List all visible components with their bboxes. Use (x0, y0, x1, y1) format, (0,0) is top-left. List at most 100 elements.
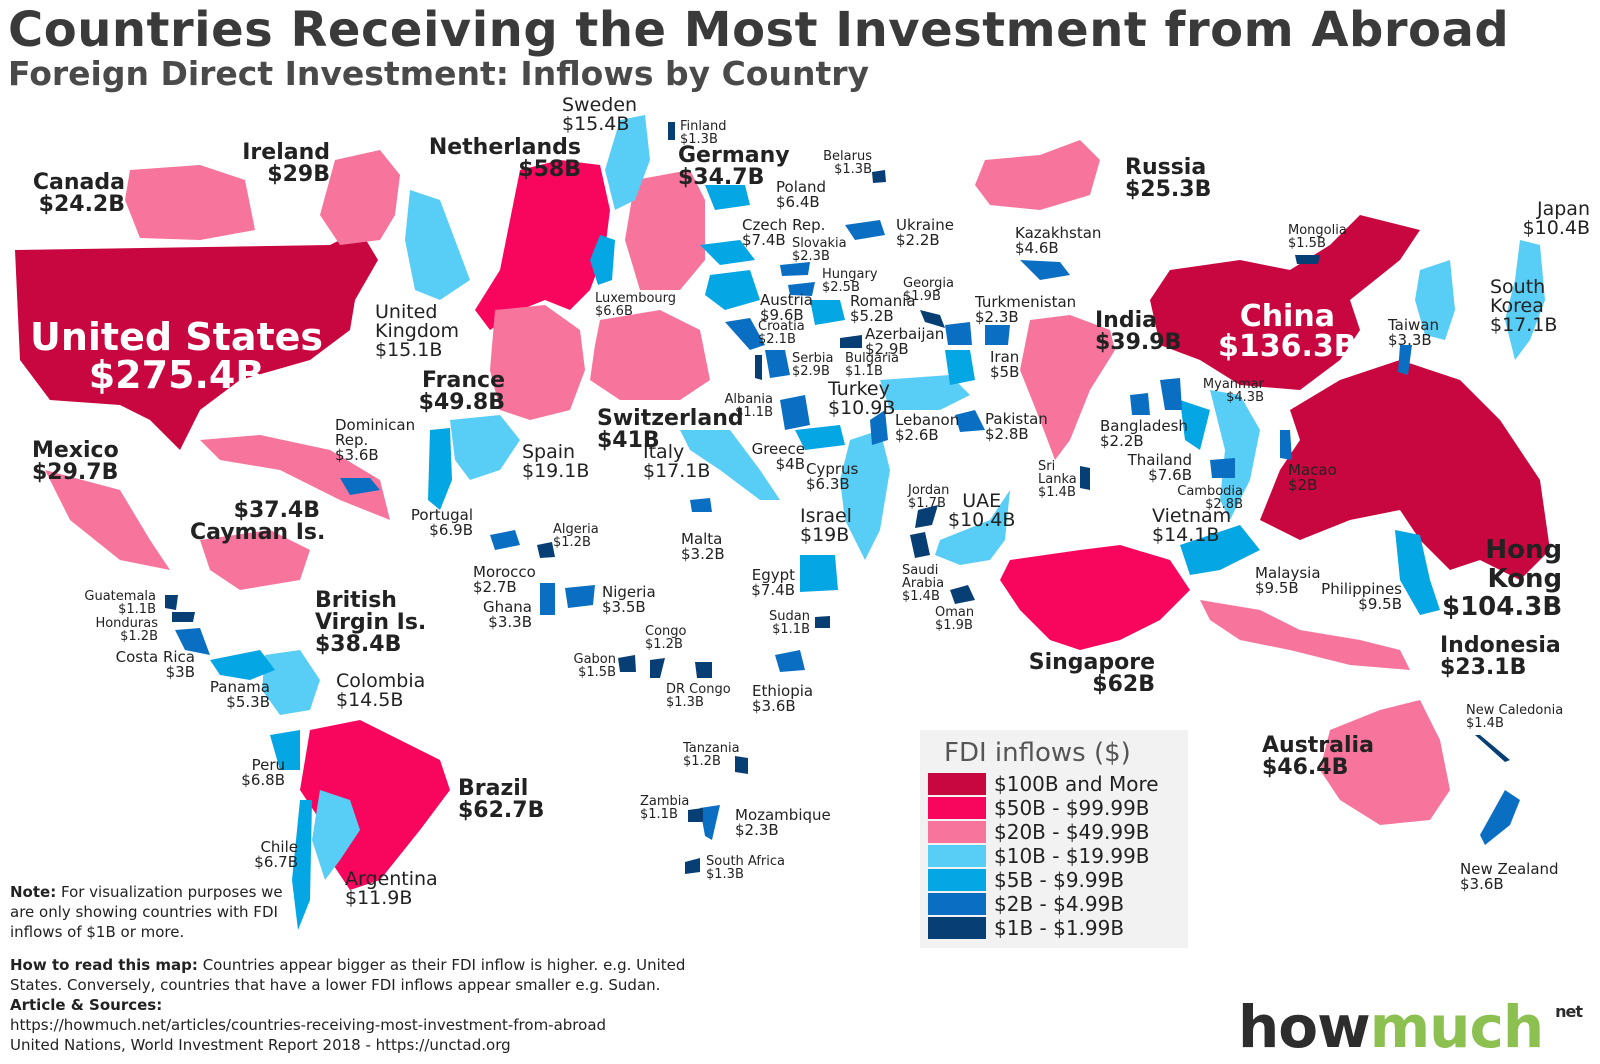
country-shape-zambia (688, 808, 703, 822)
label-brazil: Brazil $62.7B (458, 776, 545, 823)
country-shape-hongkong (1260, 360, 1550, 580)
source-link-unctad[interactable]: United Nations, World Investment Report … (10, 1036, 511, 1054)
label-morocco: Morocco $2.7B (473, 563, 536, 596)
label-egypt: Egypt $7.4B (751, 566, 795, 599)
label-south-korea: South Korea $17.1B (1490, 276, 1558, 336)
source-link-article[interactable]: https://howmuch.net/articles/countries-r… (10, 1016, 607, 1034)
label-georgia: Georgia $1.9B (903, 276, 954, 304)
legend-item: $1B - $1.99B (928, 916, 1180, 940)
country-shape-czech (700, 240, 755, 265)
label-new-zealand: New Zealand $3.6B (1460, 860, 1559, 893)
label-luxembourg: Luxembourg $6.6B (595, 291, 677, 319)
country-shape-georgia (920, 310, 945, 328)
country-shape-bulgaria (840, 335, 862, 348)
label-cayman-islands: $37.4B Cayman Is. (190, 498, 326, 545)
country-shape-cyprus (795, 425, 845, 450)
country-shape-iran (945, 350, 975, 385)
how-to-read: How to read this map: Countries appear b… (10, 955, 730, 1055)
country-shape-india (1020, 315, 1115, 460)
label-zambia: Zambia $1.1B (640, 794, 690, 822)
label-guatemala: Guatemala $1.1B (84, 589, 156, 617)
country-shape-dominican (340, 478, 380, 495)
label-turkey: Turkey $10.9B (828, 378, 896, 419)
country-shape-singapore (1000, 545, 1190, 650)
label-netherlands: Netherlands $58B (428, 135, 581, 182)
label-romania: Romania $5.2B (850, 292, 916, 325)
country-shape-sweden (605, 115, 650, 210)
country-shape-ghana (540, 583, 555, 615)
label-oman: Oman $1.9B (935, 605, 975, 633)
country-shape-srilanka (1080, 466, 1090, 490)
country-shape-kazakhstan (1020, 260, 1070, 280)
label-cyprus: Cyprus $6.3B (806, 460, 859, 493)
country-shape-ethiopia (775, 650, 805, 672)
country-shape-philippines (1395, 530, 1440, 615)
country-shape-italy (680, 430, 780, 500)
legend-swatch (928, 773, 986, 795)
label-malaysia: Malaysia $9.5B (1255, 564, 1321, 597)
label-algeria: Algeria $1.2B (553, 522, 599, 550)
label-macao: Macao $2B (1288, 461, 1337, 494)
country-shape-lebanon (870, 410, 888, 445)
legend: FDI inflows ($) $100B and More $50B - $9… (920, 730, 1188, 948)
country-shape-uk (405, 190, 470, 300)
country-shape-uae (935, 490, 1010, 565)
country-shape-newzealand (1480, 790, 1520, 845)
legend-swatch (928, 893, 986, 915)
country-shape-hungary (788, 282, 815, 296)
country-shape-bangladesh (1130, 393, 1150, 415)
label-dr-congo: DR Congo $1.3B (666, 682, 731, 710)
country-shape-canada (125, 165, 255, 240)
howmuch-logo: howmuch net (1238, 993, 1583, 1061)
page-subtitle: Foreign Direct Investment: Inflows by Co… (8, 54, 870, 93)
label-canada: Canada $24.2B (32, 170, 125, 217)
country-shape-us (15, 230, 378, 450)
label-mongolia: Mongolia $1.5B (1288, 223, 1347, 251)
label-czech-rep: Czech Rep. $7.4B (742, 216, 826, 249)
label-japan: Japan $10.4B (1522, 198, 1590, 239)
country-shape-austria (705, 270, 760, 310)
legend-item: $100B and More (928, 772, 1180, 796)
country-shape-indonesia (1200, 600, 1410, 670)
country-shape-vietnam (1210, 390, 1260, 520)
country-shape-pakistan (955, 410, 985, 432)
label-albania: Albania $1.1B (724, 392, 773, 420)
label-lebanon: Lebanon $2.6B (895, 411, 960, 444)
label-congo: Congo $1.2B (645, 624, 687, 652)
legend-title: FDI inflows ($) (944, 738, 1131, 768)
country-shape-portugal (428, 428, 452, 510)
label-sri-lanka: Sri Lanka $1.4B (1038, 459, 1077, 500)
label-vietnam: Vietnam $14.1B (1152, 505, 1232, 546)
label-hungary: Hungary $2.5B (822, 267, 878, 295)
country-shape-turkmenistan (985, 325, 1010, 345)
country-shape-tanzania (735, 756, 748, 774)
legend-item: $20B - $49.99B (928, 820, 1180, 844)
sources-label: Article & Sources: (10, 996, 163, 1014)
label-hong-kong: Hong Kong $104.3B (1442, 535, 1563, 623)
legend-swatch (928, 845, 986, 867)
label-ethiopia: Ethiopia $3.6B (752, 682, 814, 715)
country-shape-southafrica (685, 858, 700, 874)
country-shape-serbia (765, 350, 790, 378)
country-shape-poland (705, 185, 750, 210)
country-shape-malaysia (1180, 525, 1260, 575)
label-russia: Russia $25.3B (1125, 155, 1212, 202)
label-british-virgin-islands: British Virgin Is. $38.4B (315, 588, 427, 657)
country-shape-cambodia (1210, 458, 1235, 478)
label-india: India $39.9B (1095, 308, 1182, 355)
country-shape-newcaledonia (1475, 735, 1510, 762)
label-new-caledonia: New Caledonia $1.4B (1466, 703, 1564, 731)
label-saudi-arabia: Saudi Arabia $1.4B (902, 563, 945, 604)
label-china: China $136.3B (1218, 299, 1357, 364)
label-chile: Chile $6.7B (254, 838, 298, 871)
label-spain: Spain $19.1B (522, 441, 590, 482)
label-myanmar: Myanmar $4.3B (1202, 377, 1264, 405)
label-south-africa: South Africa $1.3B (706, 854, 785, 882)
country-shape-morocco (490, 530, 520, 550)
label-united-kingdom: United Kingdom $15.1B (375, 301, 460, 361)
label-jordan: Jordan $1.7B (908, 483, 950, 511)
country-shape-costarica (175, 628, 210, 655)
country-shape-drcongo (695, 662, 712, 678)
label-mozambique: Mozambique $2.3B (735, 806, 831, 839)
label-kazakhstan: Kazakhstan $4.6B (1015, 224, 1102, 257)
